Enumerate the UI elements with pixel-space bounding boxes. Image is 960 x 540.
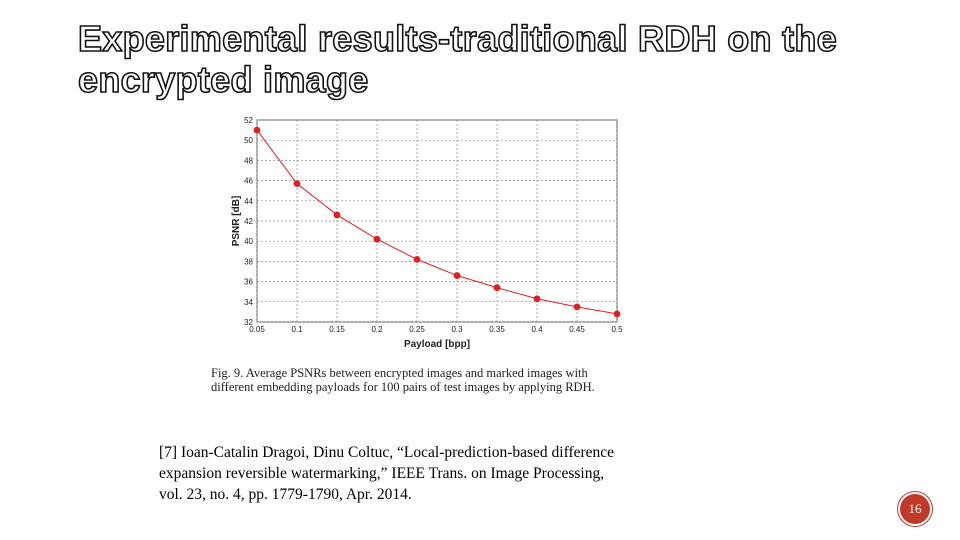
figure-caption: Fig. 9. Average PSNRs between encrypted … <box>211 366 661 394</box>
slide-title: Experimental results-traditional RDH on … <box>77 17 938 101</box>
y-tick-label: 50 <box>244 136 253 145</box>
x-tick-label: 0.15 <box>329 325 345 334</box>
y-tick-label: 44 <box>244 197 253 206</box>
page-number: 16 <box>908 501 922 516</box>
y-tick-label: 48 <box>244 156 253 165</box>
data-point <box>253 126 261 134</box>
figure-caption-line-1: Fig. 9. Average PSNRs between encrypted … <box>211 366 588 380</box>
y-tick-label: 36 <box>244 278 253 287</box>
data-point <box>613 310 621 318</box>
x-tick-label: 0.2 <box>371 325 383 334</box>
data-point <box>293 180 301 188</box>
y-tick-label: 52 <box>244 116 253 125</box>
y-tick-label: 46 <box>244 177 253 186</box>
psnr-payload-chart: 32 34 36 38 40 42 44 46 48 50 52 0.05 0.1 0.15 0.2 0.25… <box>231 116 623 350</box>
x-tick-label: 0.3 <box>451 325 463 334</box>
y-axis-label: PSNR [dB] <box>231 196 242 247</box>
page-number-badge: 16 <box>900 494 930 524</box>
data-point <box>493 284 501 292</box>
x-axis-label: Payload [bpp] <box>404 339 470 350</box>
x-tick-label: 0.35 <box>489 325 505 334</box>
slide-title-line-2: encrypted image <box>77 58 369 101</box>
y-tick-label: 38 <box>244 257 253 266</box>
x-tick-label: 0.1 <box>291 325 303 334</box>
data-point <box>413 255 421 263</box>
data-point <box>453 272 461 279</box>
y-tick-label: 34 <box>244 298 253 307</box>
x-tick-label: 0.45 <box>569 325 585 334</box>
y-tick-label: 42 <box>244 217 253 226</box>
data-point <box>533 295 541 303</box>
reference-line-3: vol. 23, no. 4, pp. 1779-1790, Apr. 2014… <box>159 486 412 503</box>
y-tick-label: 32 <box>244 318 253 327</box>
data-point <box>573 303 581 311</box>
data-point <box>373 235 381 243</box>
series-line <box>256 129 618 315</box>
y-tick-label: 40 <box>244 237 253 246</box>
data-point <box>333 211 341 219</box>
x-tick-label: 0.4 <box>531 325 543 334</box>
reference-line-2: expansion reversible watermarking,” IEEE… <box>159 465 605 482</box>
reference-citation: [7] Ioan-Catalin Dragoi, Dinu Coltuc, “L… <box>159 442 719 505</box>
x-tick-label: 0.05 <box>249 325 265 334</box>
x-tick-label: 0.25 <box>409 325 425 334</box>
figure-caption-line-2: different embedding payloads for 100 pai… <box>211 380 595 394</box>
slide-title-line-1: Experimental results-traditional RDH on … <box>77 17 838 60</box>
x-tick-label: 0.5 <box>611 325 623 334</box>
reference-line-1: [7] Ioan-Catalin Dragoi, Dinu Coltuc, “L… <box>159 444 615 461</box>
